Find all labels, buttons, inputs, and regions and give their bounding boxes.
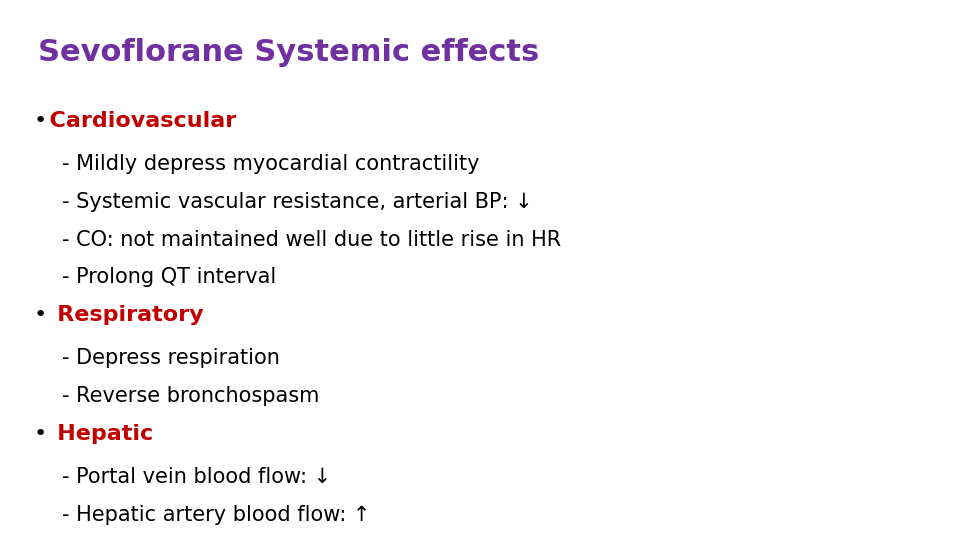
Text: - Portal vein blood flow: ↓: - Portal vein blood flow: ↓	[62, 467, 331, 487]
Text: - Depress respiration: - Depress respiration	[62, 348, 280, 368]
Text: •: •	[34, 424, 47, 444]
Text: - Prolong QT interval: - Prolong QT interval	[62, 267, 276, 287]
Text: - Systemic vascular resistance, arterial BP: ↓: - Systemic vascular resistance, arterial…	[62, 192, 533, 212]
Text: - Mildly depress myocardial contractility: - Mildly depress myocardial contractilit…	[62, 154, 480, 174]
Text: •: •	[34, 305, 47, 325]
Text: Respiratory: Respiratory	[34, 305, 204, 325]
Text: Sevoflorane Systemic effects: Sevoflorane Systemic effects	[38, 38, 540, 67]
Text: Hepatic: Hepatic	[34, 424, 153, 444]
Text: - Hepatic artery blood flow: ↑: - Hepatic artery blood flow: ↑	[62, 505, 371, 525]
Text: - CO: not maintained well due to little rise in HR: - CO: not maintained well due to little …	[62, 230, 562, 249]
Text: - Reverse bronchospasm: - Reverse bronchospasm	[62, 386, 320, 406]
Text: Cardiovascular: Cardiovascular	[34, 111, 236, 131]
Text: •: •	[34, 111, 47, 131]
